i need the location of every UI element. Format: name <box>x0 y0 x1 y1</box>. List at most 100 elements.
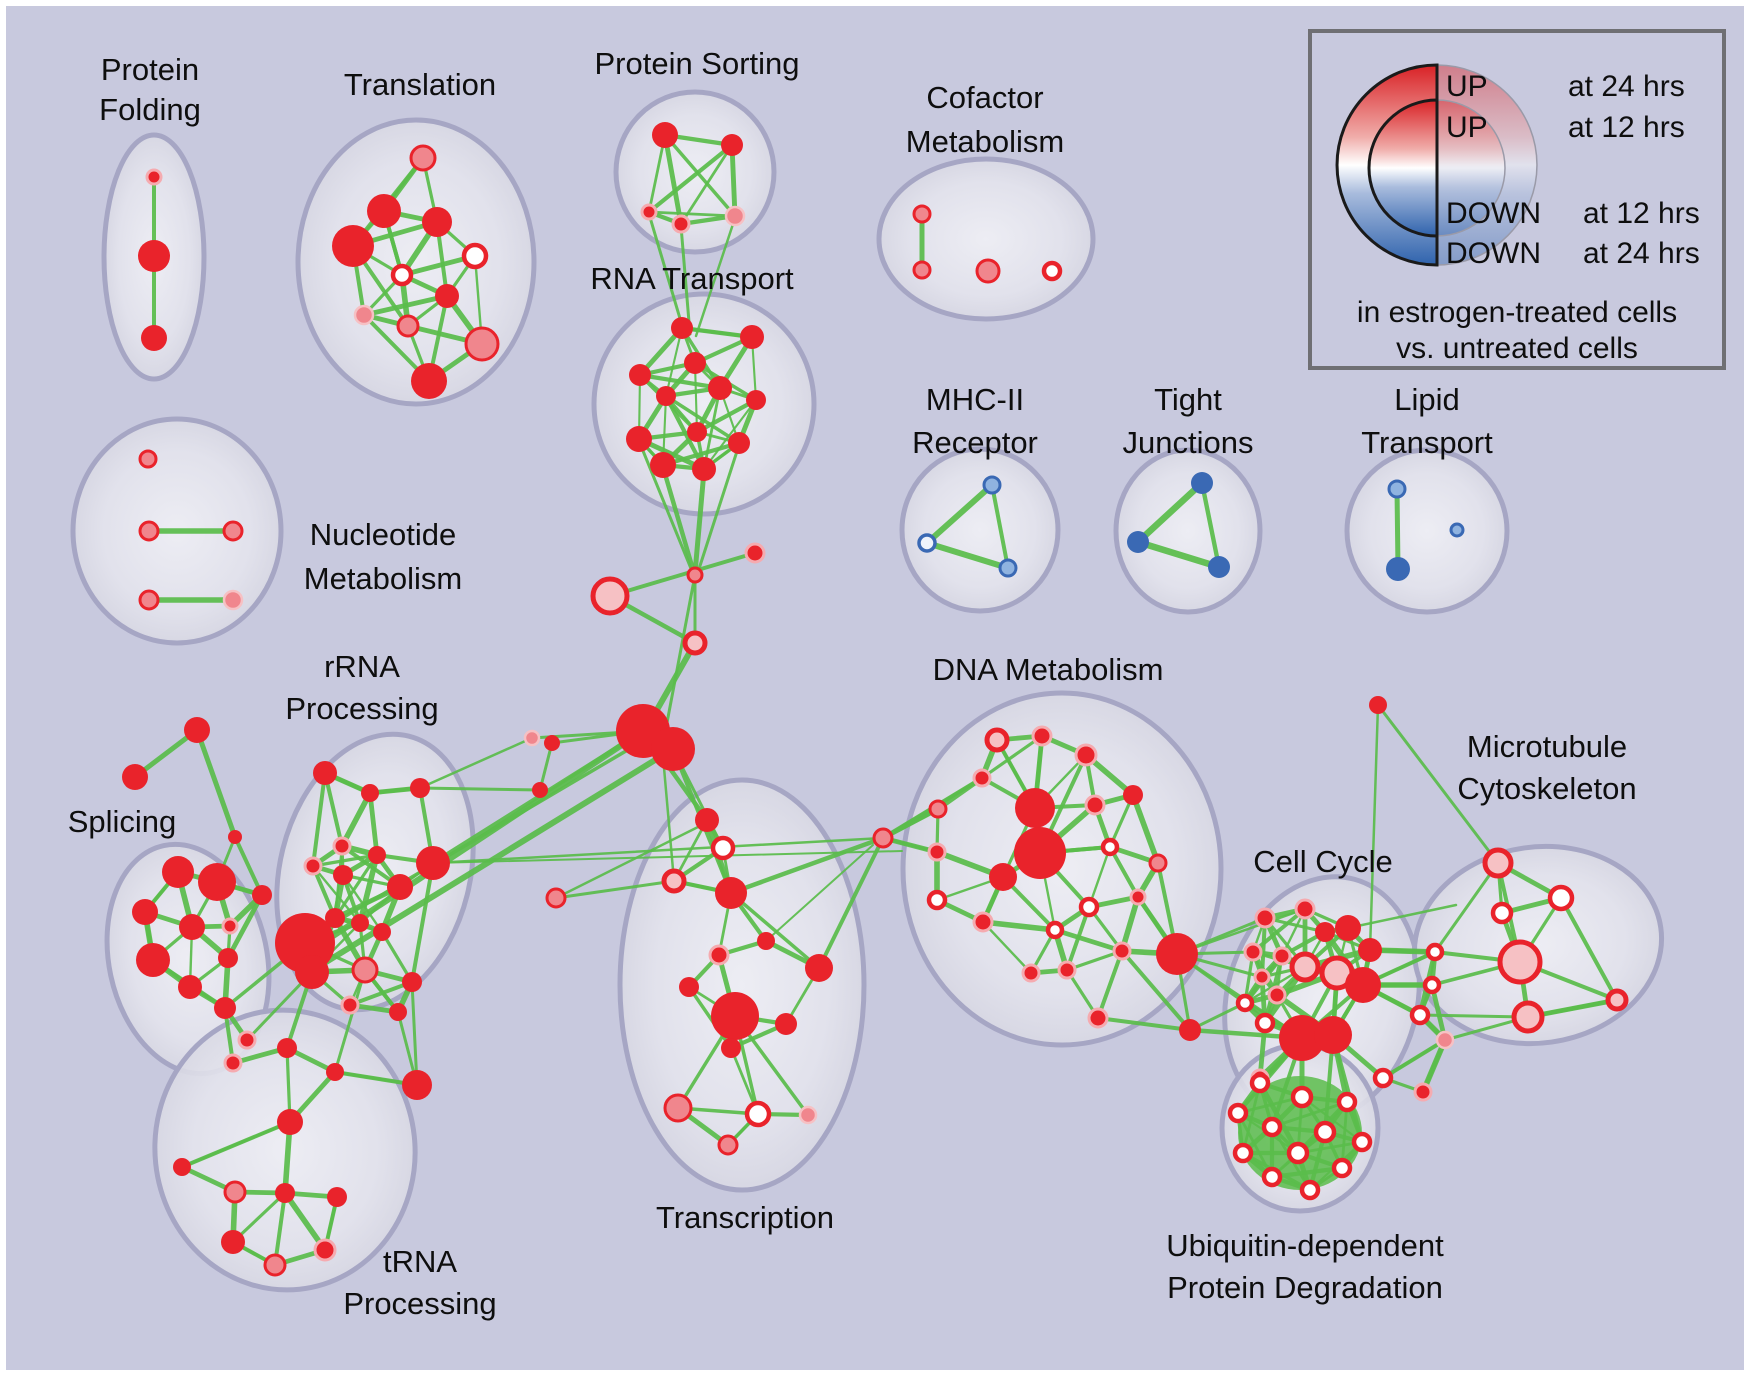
gene-node <box>1547 884 1575 912</box>
gene-node <box>409 144 437 172</box>
gene-node <box>1435 1030 1455 1050</box>
gene-node <box>461 242 489 270</box>
cluster-label-transcription: Transcription <box>656 1200 834 1235</box>
gene-node <box>1372 1067 1394 1089</box>
cluster-ellipse-tight-junctions <box>1113 447 1263 615</box>
gene-node <box>1497 939 1543 985</box>
gene-node <box>1422 975 1442 995</box>
gene-node <box>325 908 345 928</box>
gene-node <box>1045 920 1065 940</box>
gene-node <box>1351 1131 1373 1153</box>
gene-node <box>198 863 236 901</box>
gene-node <box>998 558 1018 578</box>
gene-node <box>686 566 704 584</box>
gene-node <box>333 865 353 885</box>
gene-node <box>252 885 272 905</box>
gene-node <box>1345 967 1381 1003</box>
gene-node <box>972 768 992 788</box>
gene-node <box>805 954 833 982</box>
gene-node <box>402 972 422 992</box>
gene-node <box>708 376 732 400</box>
gene-node <box>1100 837 1120 857</box>
gene-node <box>138 240 170 272</box>
gene-node <box>373 923 391 941</box>
gene-node <box>650 452 676 478</box>
gene-node <box>332 836 352 856</box>
cluster-label-microtubule-cytoskeleton: Cytoskeleton <box>1457 771 1636 806</box>
cluster-ellipse-mhc-ii-receptor <box>899 446 1061 614</box>
cluster-label-tight-junctions: Tight <box>1154 382 1222 417</box>
gene-node <box>912 260 932 280</box>
gene-node <box>1087 1007 1109 1029</box>
gene-node <box>1078 896 1100 918</box>
gene-node <box>178 975 202 999</box>
cluster-label-tight-junctions: Junctions <box>1123 425 1254 460</box>
cluster-label-protein-folding: Protein <box>101 52 199 87</box>
cluster-label-dna-metabolism: DNA Metabolism <box>933 652 1164 687</box>
gene-node <box>1057 960 1077 980</box>
gene-node <box>728 432 750 454</box>
gene-node <box>361 784 379 802</box>
gene-node <box>740 325 764 349</box>
gene-node <box>975 258 1001 284</box>
gene-node <box>1129 888 1147 906</box>
gene-node <box>223 1053 243 1073</box>
cluster-label-microtubule-cytoskeleton: Microtubule <box>1467 729 1627 764</box>
gene-node <box>387 874 413 900</box>
gene-node <box>1387 479 1407 499</box>
gene-node <box>222 520 244 542</box>
gene-node <box>1261 1116 1283 1138</box>
gene-node <box>682 630 708 656</box>
cluster-label-cofactor-metabolism: Cofactor <box>926 80 1043 115</box>
gene-node <box>351 914 369 932</box>
gene-node <box>1074 743 1098 767</box>
gene-node <box>1425 942 1445 962</box>
cluster-ellipse-trna-processing <box>152 1007 418 1293</box>
gene-node <box>1286 1141 1310 1165</box>
cluster-label-nucleotide-metabolism: Nucleotide <box>310 517 456 552</box>
gene-node <box>717 1134 739 1156</box>
gene-node <box>1084 794 1106 816</box>
gene-node <box>629 364 651 386</box>
gene-node <box>1511 1000 1545 1034</box>
gene-node <box>1041 260 1063 282</box>
gene-node <box>410 778 430 798</box>
legend-direction-label: DOWN <box>1446 197 1541 230</box>
gene-node <box>138 449 158 469</box>
gene-node <box>1413 1082 1433 1102</box>
gene-node <box>912 204 932 224</box>
gene-node <box>927 842 947 862</box>
gene-node <box>989 863 1017 891</box>
gene-node <box>523 729 541 747</box>
gene-node <box>982 475 1002 495</box>
cluster-label-rna-transport: RNA Transport <box>590 261 794 296</box>
gene-node <box>1235 993 1255 1013</box>
gene-node <box>651 727 695 771</box>
gene-node <box>972 911 994 933</box>
gene-node <box>872 827 894 849</box>
gene-node <box>1272 946 1292 966</box>
gene-node <box>138 520 160 542</box>
gene-node <box>711 992 759 1040</box>
gene-node <box>368 846 386 864</box>
gene-node <box>1227 1102 1249 1124</box>
gene-node <box>184 717 210 743</box>
cluster-label-protein-sorting: Protein Sorting <box>594 46 799 81</box>
legend-12h-half-icon <box>1367 98 1439 238</box>
cluster-ellipse-rna-transport <box>591 291 817 517</box>
gene-node <box>715 877 747 909</box>
gene-node <box>351 956 379 984</box>
cluster-label-nucleotide-metabolism: Metabolism <box>304 561 463 596</box>
nodes-layer <box>122 122 1629 1277</box>
gene-node <box>389 1003 407 1021</box>
gene-node <box>141 325 167 351</box>
cluster-label-rrna-processing: Processing <box>285 691 438 726</box>
gene-node <box>926 889 948 911</box>
gene-node <box>214 997 236 1019</box>
gene-node <box>1179 1019 1201 1041</box>
gene-node <box>671 317 693 339</box>
gene-node <box>179 914 205 940</box>
cluster-label-trna-processing: tRNA <box>383 1244 457 1279</box>
